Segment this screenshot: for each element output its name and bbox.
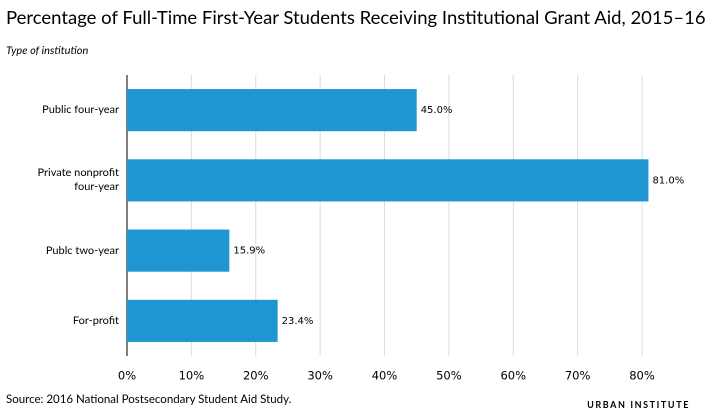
x-tick-label: 10% [179,369,205,383]
brand-logo: URBAN INSTITUTE [587,399,690,410]
x-tick-label: 0% [118,369,136,383]
y-tick-label: Public four-year [42,103,119,117]
y-tick-label: For-profit [72,313,119,327]
x-tick-label: 80% [629,369,655,383]
x-tick-label: 70% [565,369,591,383]
y-tick-label: Publc two-year [45,243,119,257]
chart-title: Percentage of Full-Time First-Year Stude… [6,6,706,28]
value-label: 81.0% [652,175,684,186]
value-label: 45.0% [421,105,453,116]
x-tick-label: 30% [307,369,333,383]
x-tick-label: 20% [243,369,269,383]
chart-subtitle: Type of institution [6,44,89,57]
x-tick-label: 40% [372,369,398,383]
source-note: Source: 2016 National Postsecondary Stud… [6,393,292,406]
bar [127,159,649,202]
bar [127,89,417,132]
value-label: 23.4% [282,316,314,327]
x-tick-label: 60% [500,369,526,383]
x-tick-label: 50% [436,369,462,383]
bar [127,229,230,272]
bar [127,299,278,342]
y-tick-label: Private nonprofit four-year [37,166,119,194]
value-label: 15.9% [233,246,265,257]
